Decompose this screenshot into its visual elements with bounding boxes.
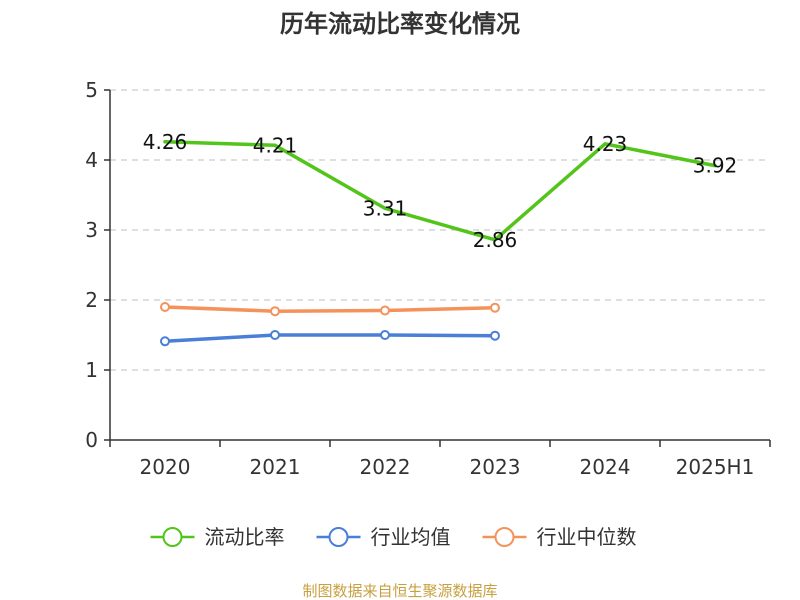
x-tick-label: 2024 — [580, 455, 631, 479]
legend-swatch-marker — [162, 527, 183, 547]
series-group: 4.26 4.21 3.31 2.86 4.23 3.92 — [143, 130, 738, 347]
legend-item[interactable]: 行业均值 — [316, 525, 451, 549]
y-tick-label: 4 — [85, 148, 98, 172]
y-tick-label: 5 — [85, 78, 98, 102]
x-tick-label: 2020 — [140, 455, 191, 479]
legend-label: 行业均值 — [371, 525, 451, 549]
legend-item[interactable]: 行业中位数 — [482, 525, 637, 549]
y-tick-label: 0 — [85, 428, 98, 452]
data-label: 2.86 — [473, 228, 518, 252]
grid-lines — [110, 89, 770, 371]
data-label: 4.23 — [583, 132, 628, 156]
data-label: 4.21 — [253, 133, 298, 157]
data-point — [490, 330, 500, 341]
y-tick-label: 1 — [85, 358, 98, 382]
legend-swatch-marker — [494, 527, 515, 547]
legend-label: 行业中位数 — [537, 525, 637, 549]
data-label: 3.92 — [693, 154, 738, 178]
data-label: 4.26 — [143, 130, 188, 154]
axes: 0 1 2 3 4 5 2020 2021 2022 2023 2024 2025H1 — [85, 78, 771, 479]
legend-item[interactable]: 流动比率 — [150, 525, 285, 549]
x-tick-label: 2025H1 — [676, 455, 755, 479]
series-line — [163, 333, 497, 344]
series-0: 4.26 4.21 3.31 2.86 4.23 3.92 — [143, 130, 738, 252]
series-1 — [160, 330, 500, 347]
series-line — [163, 140, 717, 242]
y-tick-label: 3 — [85, 218, 98, 242]
series-2 — [160, 302, 500, 317]
legend-swatch-marker — [328, 527, 349, 547]
data-point — [270, 306, 280, 317]
legend: 流动比率 行业均值 行业中位数 — [150, 525, 637, 549]
legend-label: 流动比率 — [205, 525, 285, 549]
data-label: 3.31 — [363, 196, 408, 220]
x-tick-label: 2022 — [360, 455, 411, 479]
data-point — [380, 305, 390, 316]
x-tick-label: 2023 — [470, 455, 521, 479]
data-point — [490, 302, 500, 313]
data-point — [380, 330, 390, 340]
data-point — [160, 302, 170, 312]
y-tick-label: 2 — [85, 288, 98, 312]
source-note: 制图数据来自恒生聚源数据库 — [302, 582, 497, 600]
series-line — [163, 305, 497, 313]
x-tick-label: 2021 — [250, 455, 301, 479]
data-point — [160, 336, 170, 347]
chart-title: 历年流动比率变化情况 — [280, 10, 520, 38]
data-point — [270, 330, 280, 340]
